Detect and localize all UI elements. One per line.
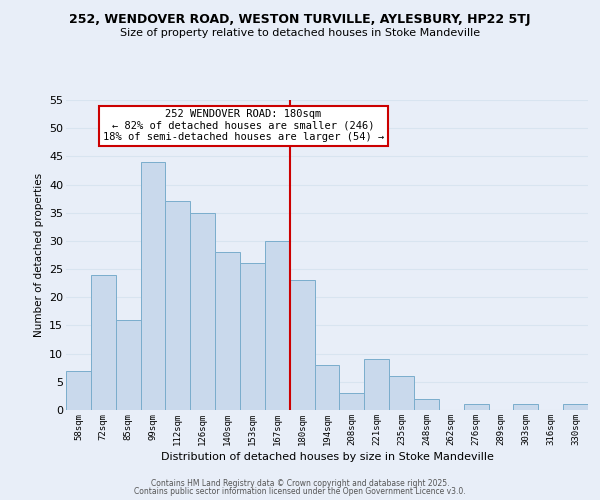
Bar [563,404,588,410]
Bar [389,376,414,410]
Bar [215,252,240,410]
Bar [66,370,91,410]
Bar [290,280,314,410]
Bar [364,360,389,410]
X-axis label: Distribution of detached houses by size in Stoke Mandeville: Distribution of detached houses by size … [161,452,493,462]
Text: 252 WENDOVER ROAD: 180sqm
← 82% of detached houses are smaller (246)
18% of semi: 252 WENDOVER ROAD: 180sqm ← 82% of detac… [103,110,384,142]
Bar [116,320,140,410]
Bar [240,264,265,410]
Bar [166,202,190,410]
Bar [190,212,215,410]
Bar [140,162,166,410]
Bar [514,404,538,410]
Text: Size of property relative to detached houses in Stoke Mandeville: Size of property relative to detached ho… [120,28,480,38]
Text: Contains public sector information licensed under the Open Government Licence v3: Contains public sector information licen… [134,487,466,496]
Y-axis label: Number of detached properties: Number of detached properties [34,173,44,337]
Bar [464,404,488,410]
Bar [265,241,290,410]
Bar [340,393,364,410]
Text: Contains HM Land Registry data © Crown copyright and database right 2025.: Contains HM Land Registry data © Crown c… [151,478,449,488]
Text: 252, WENDOVER ROAD, WESTON TURVILLE, AYLESBURY, HP22 5TJ: 252, WENDOVER ROAD, WESTON TURVILLE, AYL… [69,12,531,26]
Bar [91,274,116,410]
Bar [314,365,340,410]
Bar [414,398,439,410]
